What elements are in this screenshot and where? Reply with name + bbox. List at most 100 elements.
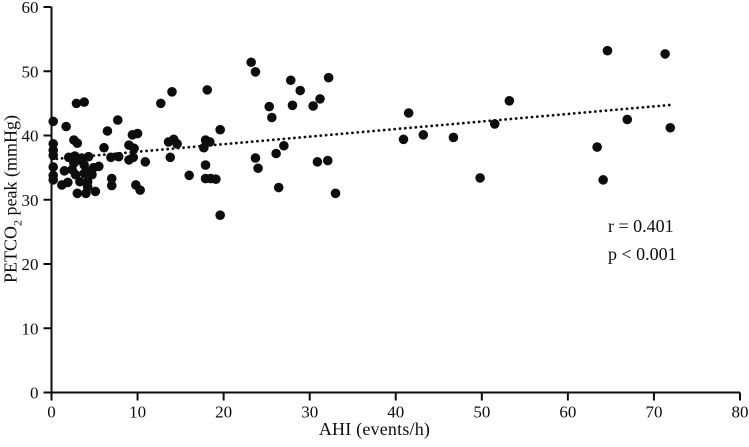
y-axis-title-post: peak (mmHg)	[0, 115, 21, 220]
p-value: p < 0.001	[608, 244, 677, 264]
data-point	[665, 122, 676, 133]
data-point	[48, 150, 59, 161]
data-point	[312, 157, 323, 167]
data-point	[285, 75, 296, 86]
data-point	[602, 45, 613, 56]
data-point	[75, 176, 85, 187]
data-point	[48, 175, 59, 185]
y-tick-label: 10	[22, 319, 39, 338]
data-point	[398, 134, 409, 145]
data-point	[250, 153, 261, 163]
data-point	[199, 142, 209, 153]
data-point	[63, 177, 73, 188]
data-point	[48, 116, 59, 127]
data-point	[132, 128, 143, 139]
data-point	[205, 137, 215, 147]
data-point	[94, 161, 104, 172]
y-tick-label: 60	[22, 0, 39, 17]
data-point	[79, 97, 90, 107]
x-tick-label: 30	[301, 403, 318, 422]
x-tick-label: 60	[559, 403, 576, 422]
x-tick-label: 0	[47, 403, 56, 422]
data-point	[70, 169, 81, 180]
data-point	[660, 49, 670, 59]
data-point	[315, 94, 325, 104]
data-point	[135, 185, 145, 195]
data-point	[106, 173, 117, 184]
data-point	[99, 142, 109, 153]
data-point	[322, 155, 333, 166]
data-point	[418, 130, 429, 140]
data-point	[184, 170, 194, 181]
x-tick-label: 80	[732, 403, 749, 422]
y-tick-label: 30	[22, 191, 39, 210]
trend-line	[50, 103, 676, 161]
data-point	[264, 101, 275, 112]
y-tick-label: 0	[30, 384, 39, 403]
data-point	[202, 85, 213, 95]
data-point	[165, 152, 176, 163]
data-point	[129, 143, 139, 154]
data-point	[215, 124, 225, 135]
data-point	[72, 188, 83, 199]
data-point	[167, 87, 177, 97]
data-point	[271, 148, 281, 159]
y-axis-title-sub: 2	[10, 219, 25, 226]
data-point	[448, 132, 459, 143]
data-point	[71, 98, 82, 109]
x-tick-label: 70	[645, 403, 662, 422]
y-tick-label: 40	[22, 127, 39, 146]
data-point	[61, 121, 71, 132]
data-point	[308, 101, 318, 111]
data-point	[475, 173, 485, 183]
data-point	[128, 152, 139, 163]
data-point	[69, 158, 79, 168]
data-point	[102, 126, 113, 136]
data-point	[82, 182, 93, 192]
x-tick-label: 10	[129, 403, 146, 422]
data-point	[87, 169, 97, 180]
correlation-r-value: r = 0.401	[608, 216, 674, 236]
data-point	[72, 138, 83, 149]
data-point	[83, 151, 94, 162]
data-point	[90, 186, 101, 197]
data-point	[253, 163, 263, 174]
data-point	[172, 139, 182, 149]
x-tick-label: 50	[473, 403, 490, 422]
data-point	[323, 72, 334, 83]
data-point	[106, 180, 117, 191]
data-point	[48, 162, 59, 172]
data-point	[598, 175, 608, 185]
data-point	[504, 96, 515, 106]
y-tick-label: 20	[22, 255, 39, 274]
data-point	[403, 108, 414, 118]
data-point	[215, 210, 225, 220]
data-point	[287, 100, 298, 111]
data-point	[106, 152, 116, 163]
data-point	[113, 151, 124, 162]
data-point	[200, 160, 211, 170]
data-point	[112, 115, 123, 125]
data-point	[330, 188, 341, 199]
data-point	[273, 182, 284, 193]
y-axis-title: PETCO2 peak (mmHg)	[1, 115, 26, 283]
y-axis-title-pre: PETCO	[0, 225, 21, 283]
data-point	[250, 67, 261, 77]
data-point	[592, 142, 602, 152]
data-point	[622, 114, 633, 125]
data-point	[246, 57, 256, 68]
y-tick-label: 50	[22, 62, 39, 81]
data-point	[59, 166, 70, 176]
stats-annotation: r = 0.401 p < 0.001	[608, 212, 677, 268]
data-point	[211, 174, 221, 184]
data-point	[267, 112, 277, 123]
data-point	[295, 85, 306, 96]
data-point	[140, 157, 151, 167]
data-point	[155, 98, 166, 109]
data-point	[279, 140, 289, 151]
data-point	[489, 119, 500, 129]
x-tick-label: 20	[215, 403, 232, 422]
x-axis-title: AHI (events/h)	[318, 419, 431, 439]
